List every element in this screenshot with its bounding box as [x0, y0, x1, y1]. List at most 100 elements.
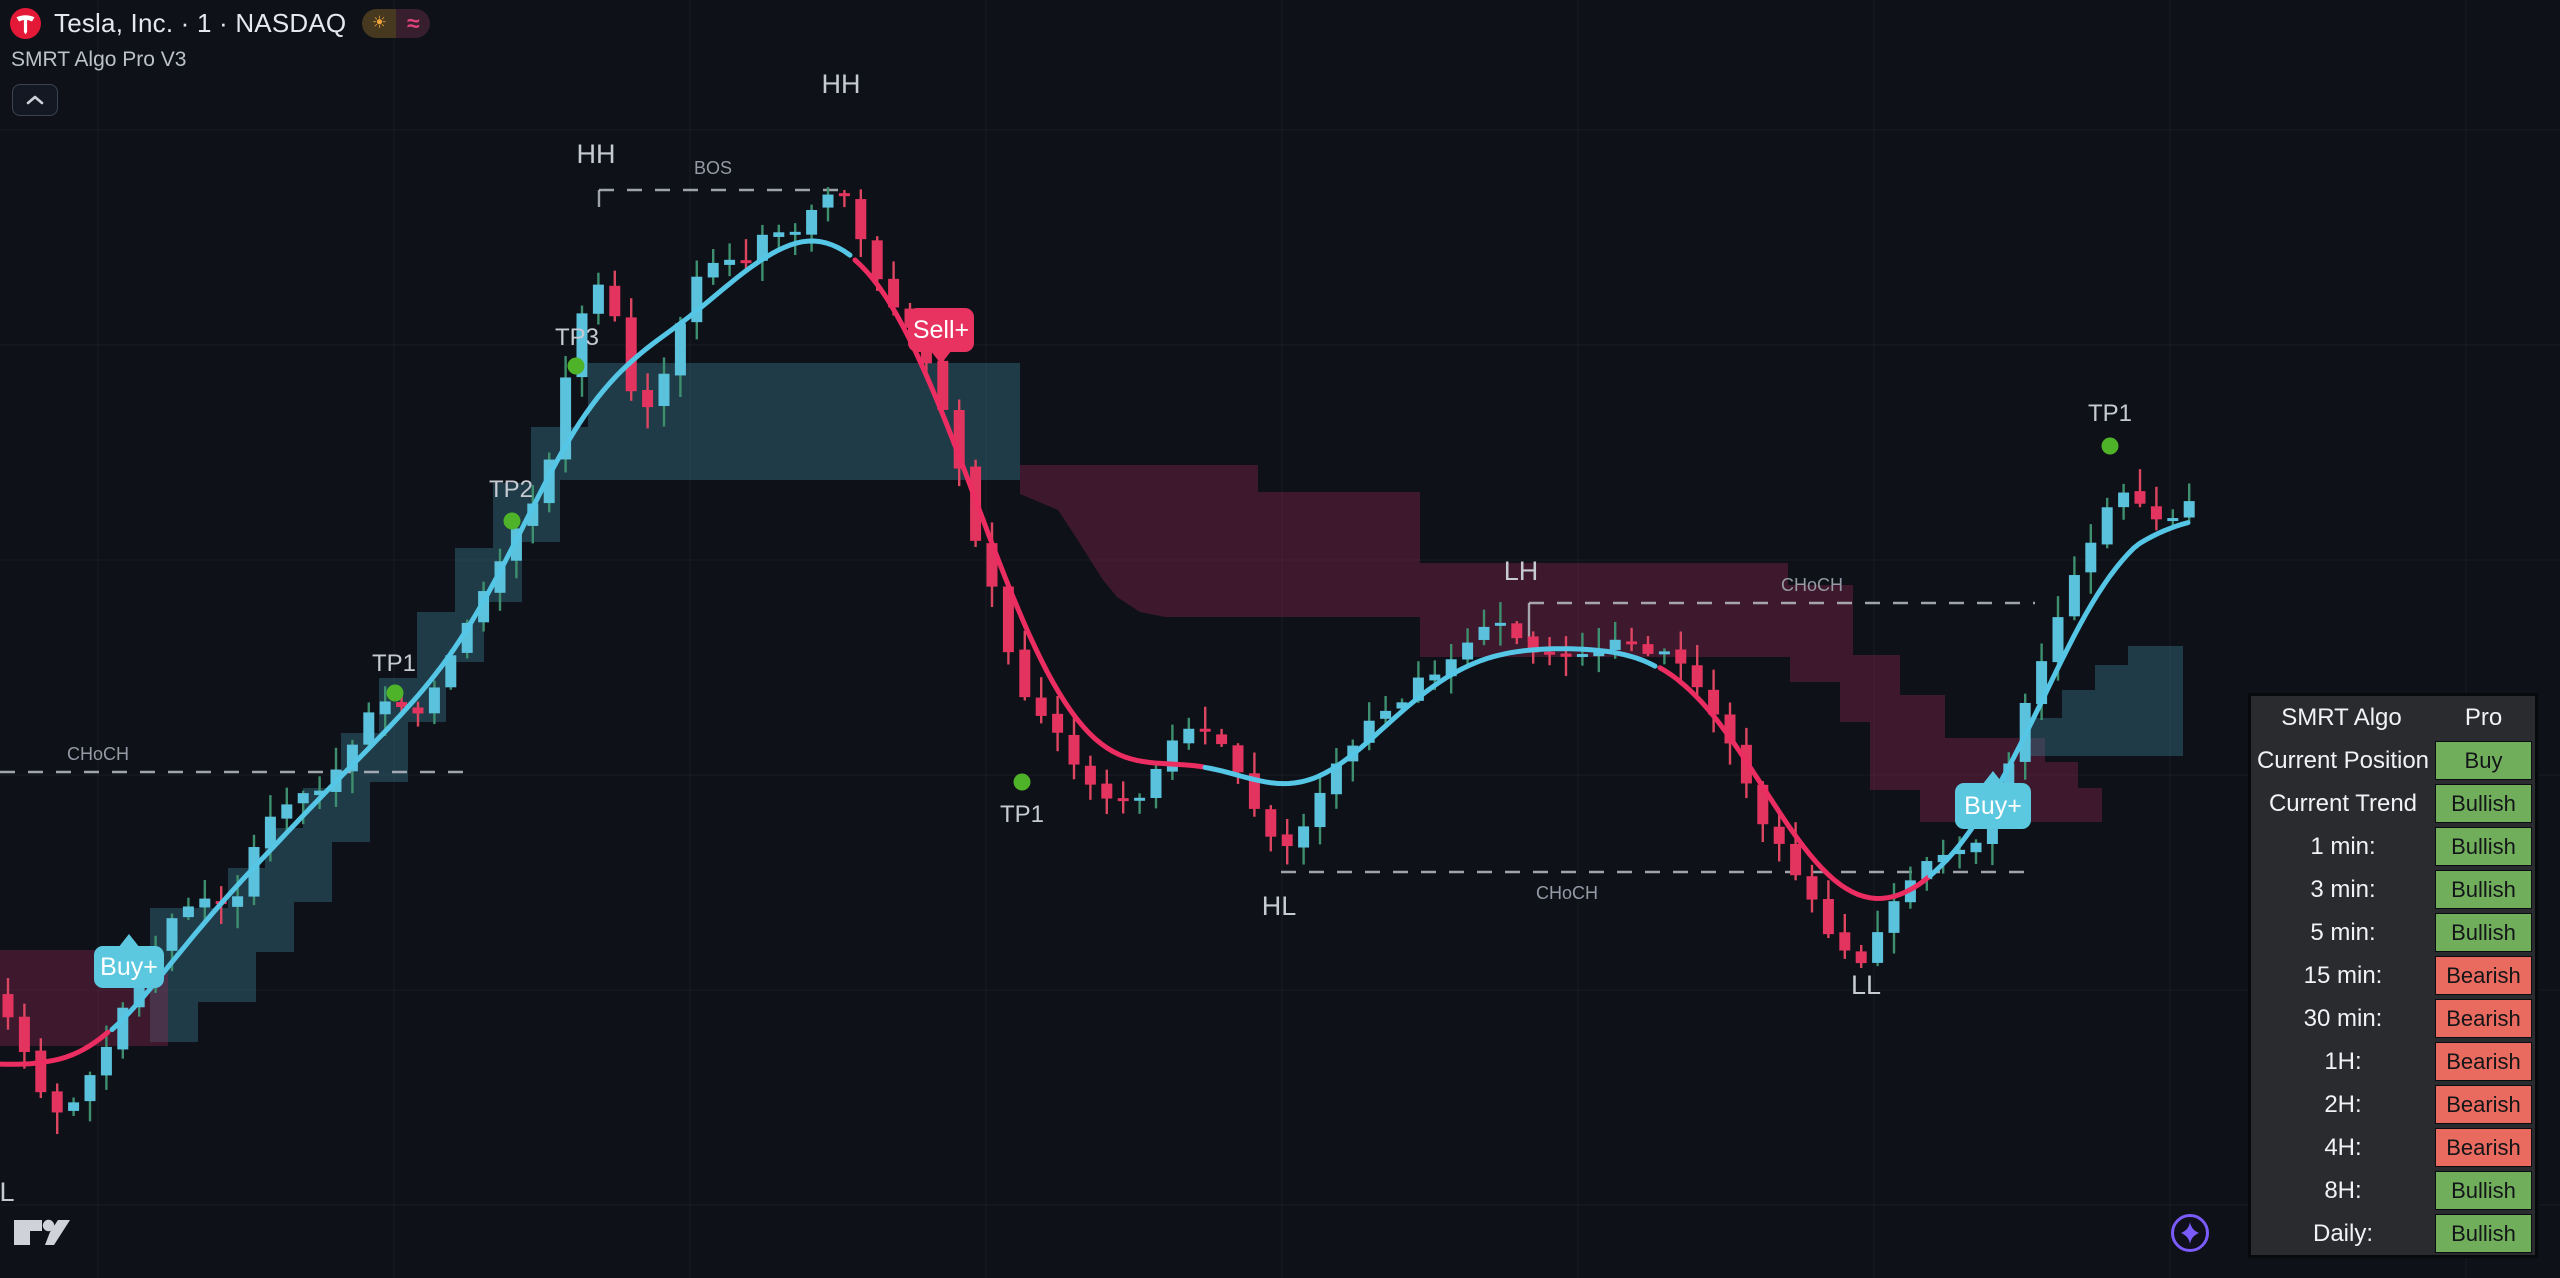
table-row: 8H: Bullish	[2251, 1169, 2535, 1212]
candle	[1134, 797, 1146, 801]
candle	[232, 896, 244, 907]
candle	[855, 199, 867, 240]
maroon-downtrend-band	[1020, 465, 2102, 822]
candle	[346, 744, 358, 772]
table-row: Current Trend Bullish	[2251, 782, 2535, 825]
tp-dot	[1013, 773, 1031, 791]
signal-label: Sell+	[913, 316, 969, 344]
signal-bubbles: Buy+ Sell+ Buy+	[94, 308, 2031, 988]
candle	[1576, 654, 1588, 658]
candle	[625, 317, 637, 392]
table-row: 1 min: Bullish	[2251, 825, 2535, 868]
candle	[1052, 713, 1064, 733]
collapse-button[interactable]	[12, 84, 58, 116]
candle	[953, 410, 965, 469]
swing-label-l: L	[0, 1177, 15, 1207]
candle	[1560, 653, 1572, 657]
candle	[1183, 728, 1195, 744]
candle	[674, 323, 686, 376]
tradingview-logo-icon[interactable]	[12, 1217, 72, 1254]
panel-title: SMRT Algo	[2281, 703, 2402, 731]
candle	[1068, 734, 1080, 765]
candle	[806, 209, 818, 235]
candle	[1166, 740, 1178, 772]
candle	[2052, 617, 2064, 663]
sparkle-button[interactable]	[2171, 1214, 2209, 1252]
smrt-algo-panel: SMRT Algo Pro Current Position Buy Current T…	[2248, 693, 2538, 1258]
candle	[1035, 697, 1047, 716]
candle	[248, 847, 260, 897]
candle	[1626, 641, 1638, 645]
candle	[937, 360, 949, 410]
structure-label-choch: CHoCH	[67, 744, 129, 764]
candle	[281, 804, 293, 819]
candle	[2118, 492, 2130, 508]
candle	[1330, 763, 1342, 795]
candle	[1822, 899, 1834, 935]
candle	[1150, 768, 1162, 799]
symbol-title[interactable]: Tesla, Inc. · 1 · NASDAQ	[54, 7, 347, 38]
status-badge: Bearish	[2435, 956, 2532, 995]
candle	[1101, 783, 1113, 799]
candle	[592, 284, 604, 314]
row-label: 5 min:	[2310, 918, 2376, 946]
moving-average-line	[0, 238, 2191, 1067]
swing-label-hh: HH	[822, 69, 861, 99]
candle	[412, 707, 424, 714]
candle	[1429, 674, 1441, 681]
panel-title-col2: Pro	[2464, 703, 2503, 731]
candle	[84, 1075, 96, 1102]
sun-icon[interactable]: ☀	[362, 8, 397, 38]
candle	[1888, 901, 1900, 933]
row-label: 1 min:	[2310, 832, 2376, 860]
buy-signal-bubble	[1955, 783, 2031, 829]
row-label: 3 min:	[2310, 875, 2376, 903]
candle	[363, 712, 375, 745]
candle	[609, 285, 621, 317]
candle	[1609, 639, 1621, 651]
candle	[691, 276, 703, 323]
candle	[18, 1016, 30, 1053]
signal-label: Buy+	[1964, 792, 2022, 820]
candle	[1462, 642, 1474, 660]
sell-signal-bubble	[908, 308, 974, 352]
buy-pointer	[118, 934, 140, 948]
candle	[314, 790, 326, 796]
swing-label-ll: LL	[1851, 970, 1881, 1000]
table-row: 15 min: Bearish	[2251, 954, 2535, 997]
status-badge: Bullish	[2435, 1171, 2532, 1210]
wave-icon[interactable]: ≈	[396, 8, 431, 38]
status-badge: Bearish	[2435, 999, 2532, 1038]
candle	[789, 231, 801, 235]
table-row: 3 min: Bullish	[2251, 868, 2535, 911]
indicator-title[interactable]: SMRT Algo Pro V3	[11, 48, 187, 71]
row-label: 15 min:	[2303, 961, 2383, 989]
candle	[396, 702, 408, 707]
buy-signal-bubble	[94, 946, 164, 988]
tp-dot	[567, 357, 585, 375]
tp-label: TP1	[372, 650, 416, 677]
candle	[1937, 854, 1949, 863]
candle	[35, 1050, 47, 1093]
candle	[1544, 651, 1556, 655]
candle	[1675, 649, 1687, 664]
candle	[2036, 661, 2048, 705]
candle	[642, 390, 654, 408]
candle	[724, 259, 736, 265]
status-badge: Bullish	[2435, 827, 2532, 866]
ma-segment-up	[109, 238, 853, 1033]
candle	[1494, 622, 1506, 626]
candle	[199, 898, 211, 908]
ma-segment-down	[1657, 665, 1933, 902]
candle	[1970, 842, 1982, 853]
candle	[707, 262, 719, 278]
trend-bands	[0, 363, 2183, 1046]
buy-pointer	[1982, 771, 2004, 785]
candle	[264, 816, 276, 849]
tp-label: TP3	[555, 324, 599, 351]
indicator-toggle-pill[interactable]: ☀ ≈	[362, 8, 431, 38]
candle	[461, 622, 473, 653]
candle	[1724, 714, 1736, 744]
